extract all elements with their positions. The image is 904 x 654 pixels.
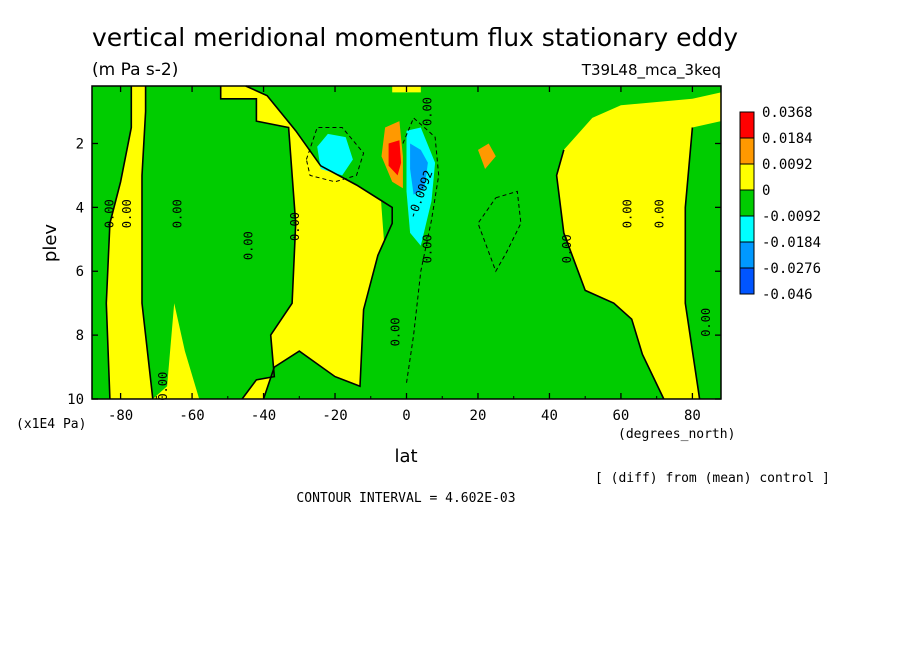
- zero-contour-3: [245, 85, 394, 400]
- legend-swatch: [739, 267, 755, 295]
- color-legend: 0.0368 0.0184 0.0092 0 -0.0092 -0.0184 -0.0276…: [739, 105, 821, 303]
- negative-region-4: [685, 121, 721, 399]
- contour-label: 0.00: [288, 212, 302, 241]
- cyan-region-0: [317, 133, 353, 176]
- legend-label: -0.0092: [762, 209, 821, 225]
- negative-region-2: [245, 86, 721, 399]
- negative-contour-1: [477, 190, 522, 273]
- contour-label: 0.00: [388, 317, 402, 346]
- zero-contour-1: [141, 86, 154, 400]
- legend-label: -0.0276: [762, 261, 821, 277]
- x-axis-units: (degrees_north): [618, 427, 735, 442]
- contour-label: 0.00: [420, 97, 434, 126]
- x-axis-label: lat: [394, 446, 417, 467]
- y-tick-label: 2: [76, 136, 84, 152]
- x-tick-label: -20: [322, 408, 347, 424]
- contour-label: 0.00: [653, 199, 667, 228]
- zero-contour-5: [684, 127, 701, 400]
- contour-label: 0.00: [102, 199, 116, 228]
- legend-label: 0.0184: [762, 131, 813, 147]
- y-tick-label: 6: [76, 264, 84, 280]
- x-tick-label: 0: [402, 408, 410, 424]
- y-tick-label: 10: [67, 392, 84, 408]
- negative-region-1: [142, 86, 296, 399]
- zero-contour-2: [219, 86, 297, 400]
- negative-region-0: [92, 86, 132, 399]
- y-axis-units: (x1E4 Pa): [16, 417, 86, 432]
- y-axis: 2 4 6 8 10: [67, 136, 721, 408]
- contour-label: 0.00: [120, 199, 134, 228]
- contour-interval: CONTOUR INTERVAL = 4.602E-03: [296, 491, 515, 506]
- contour-label: 0.00: [242, 231, 256, 260]
- legend-label: -0.046: [762, 287, 813, 303]
- contour-label: 0.00: [420, 234, 434, 263]
- legend-label: -0.0184: [762, 235, 821, 251]
- y-axis-label: plev: [40, 224, 61, 263]
- run-label: T39L48_mca_3keq: [581, 61, 721, 80]
- legend-swatch: [739, 163, 755, 191]
- legend-swatch: [739, 189, 755, 217]
- negative-contour-2: [402, 117, 440, 384]
- contour-label: 0.00: [156, 372, 170, 401]
- legend-label: 0: [762, 183, 770, 199]
- x-axis: -80 -60 -40 -20 0 20 40 60 80: [108, 86, 701, 424]
- chart-title: vertical meridional momentum flux statio…: [92, 23, 738, 52]
- units-label: (m Pa s-2): [92, 60, 178, 80]
- legend-label: 0.0092: [762, 157, 813, 173]
- blue-region-0: [410, 143, 428, 195]
- legend-swatch: [739, 215, 755, 243]
- zero-contour-0: [105, 86, 133, 400]
- x-tick-label: 60: [613, 408, 630, 424]
- x-tick-label: -60: [179, 408, 204, 424]
- legend-label: 0.0368: [762, 105, 813, 121]
- x-tick-label: 80: [684, 408, 701, 424]
- x-tick-label: -40: [251, 408, 276, 424]
- orange-region-1: [478, 143, 496, 169]
- contour-label: 0.00: [170, 199, 184, 228]
- contour-lines: [105, 85, 701, 400]
- plot-area: [92, 86, 721, 399]
- legend-swatch: [739, 241, 755, 269]
- y-tick-label: 8: [76, 328, 84, 344]
- contour-label: 0.00: [621, 199, 635, 228]
- red-region-0: [388, 140, 402, 176]
- legend-swatch: [739, 137, 755, 165]
- x-tick-label: 20: [470, 408, 487, 424]
- negative-contour-0: [305, 127, 365, 183]
- legend-swatch: [739, 111, 755, 139]
- x-tick-label: -80: [108, 408, 133, 424]
- difference-note: [ (diff) from (mean) control ]: [595, 471, 830, 486]
- y-tick-label: 4: [76, 200, 84, 216]
- x-tick-label: 40: [541, 408, 558, 424]
- contour-label: 0.00: [699, 308, 713, 337]
- contour-label: 0.00: [560, 234, 574, 263]
- zero-contour-4: [555, 149, 665, 400]
